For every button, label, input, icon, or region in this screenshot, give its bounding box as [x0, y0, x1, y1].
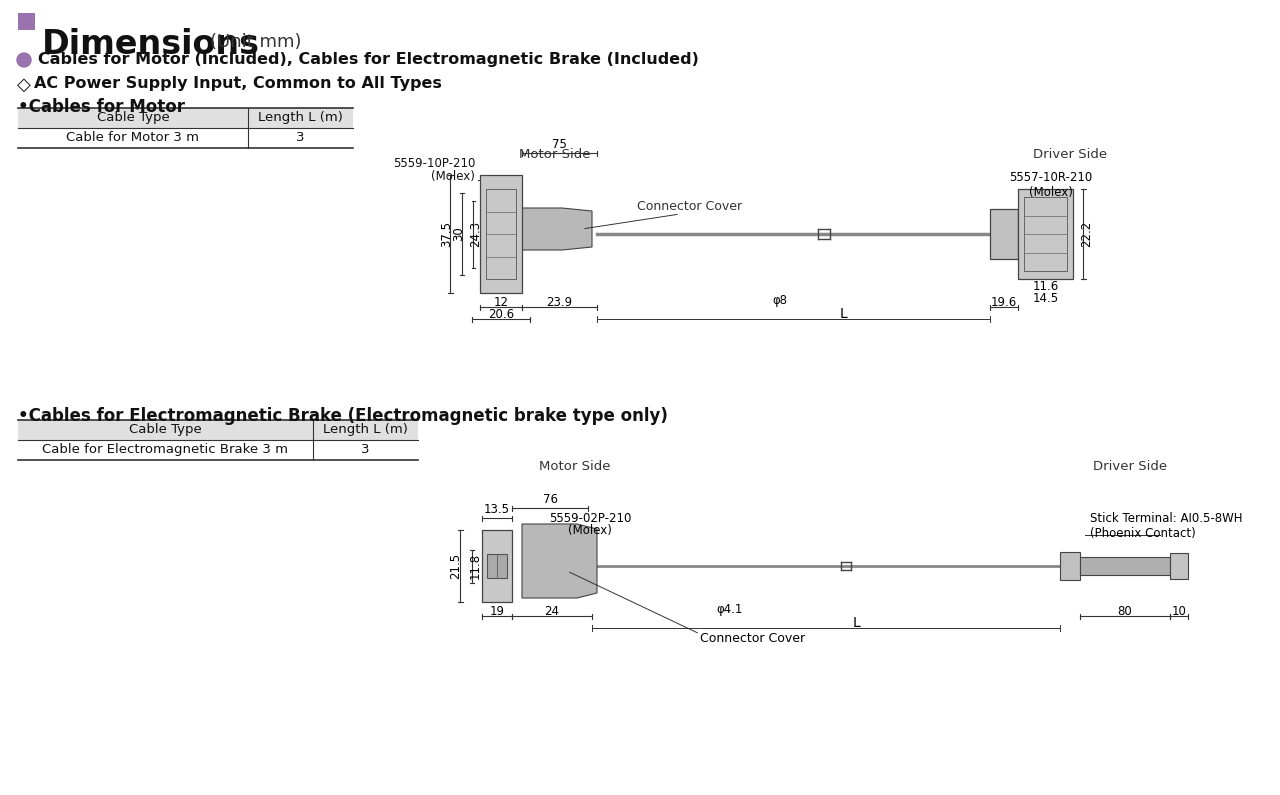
Text: 3: 3 [361, 443, 370, 456]
Text: Length L (m): Length L (m) [323, 423, 408, 436]
Bar [480, 175, 522, 293]
Text: 11.8: 11.8 [468, 553, 481, 579]
Text: ◇: ◇ [17, 76, 31, 94]
Circle shape [17, 53, 31, 67]
Text: Cable for Motor 3 m: Cable for Motor 3 m [67, 131, 200, 144]
Text: •Cables for Motor: •Cables for Motor [18, 98, 186, 116]
Text: Dimensions: Dimensions [42, 28, 260, 61]
Text: (Unit mm): (Unit mm) [210, 33, 302, 51]
Text: 21.5: 21.5 [449, 553, 462, 579]
Text: 23.9: 23.9 [547, 296, 572, 309]
Text: 11.6: 11.6 [1033, 280, 1059, 293]
Text: Cable Type: Cable Type [129, 423, 202, 436]
Text: 37.5: 37.5 [440, 221, 453, 247]
Text: Cable Type: Cable Type [96, 111, 169, 124]
Bar [1170, 553, 1188, 579]
Text: Driver Side: Driver Side [1033, 148, 1107, 161]
Bar [1060, 552, 1080, 580]
Text: (Molex): (Molex) [431, 170, 475, 183]
Text: 30: 30 [453, 227, 466, 242]
Text: Motor Side: Motor Side [520, 148, 591, 161]
Text: 3: 3 [296, 131, 305, 144]
Bar [18, 108, 353, 128]
Text: φ4.1: φ4.1 [717, 603, 744, 616]
Text: AC Power Supply Input, Common to All Types: AC Power Supply Input, Common to All Typ… [35, 76, 442, 91]
Bar [18, 13, 35, 30]
Text: Cable for Electromagnetic Brake 3 m: Cable for Electromagnetic Brake 3 m [42, 443, 288, 456]
Text: Connector Cover: Connector Cover [700, 632, 805, 645]
Text: 20.6: 20.6 [488, 308, 515, 321]
Text: 10: 10 [1171, 605, 1187, 618]
Bar [989, 209, 1018, 259]
Text: Length L (m): Length L (m) [259, 111, 343, 124]
Polygon shape [522, 524, 596, 598]
Text: 12: 12 [494, 296, 508, 309]
Polygon shape [512, 208, 591, 250]
Bar [1080, 557, 1170, 575]
Text: 24: 24 [544, 605, 559, 618]
Text: 19.6: 19.6 [991, 296, 1018, 309]
Bar [1024, 197, 1068, 271]
Text: Stick Terminal: AI0.5-8WH: Stick Terminal: AI0.5-8WH [1091, 512, 1243, 525]
Text: 14.5: 14.5 [1033, 292, 1059, 305]
Text: (Phoenix Contact): (Phoenix Contact) [1091, 527, 1196, 540]
Text: Driver Side: Driver Side [1093, 460, 1167, 473]
Text: L: L [852, 616, 860, 630]
Bar [483, 530, 512, 602]
Text: 5559-02P-210: 5559-02P-210 [549, 512, 631, 525]
Text: 5557-10R-210: 5557-10R-210 [1009, 171, 1092, 184]
Text: 19: 19 [489, 605, 504, 618]
Text: L: L [840, 307, 847, 321]
Text: 22.2: 22.2 [1080, 221, 1093, 247]
Text: 80: 80 [1117, 605, 1133, 618]
Text: 24.3: 24.3 [470, 221, 483, 247]
Text: Cables for Motor (Included), Cables for Electromagnetic Brake (Included): Cables for Motor (Included), Cables for … [38, 52, 699, 67]
Text: φ8: φ8 [773, 294, 787, 307]
Bar [486, 554, 507, 578]
Text: 76: 76 [543, 493, 558, 506]
Text: 13.5: 13.5 [484, 503, 509, 516]
Text: Motor Side: Motor Side [539, 460, 611, 473]
Text: (Molex): (Molex) [568, 524, 612, 537]
Bar [486, 189, 516, 279]
Text: •Cables for Electromagnetic Brake (Electromagnetic brake type only): •Cables for Electromagnetic Brake (Elect… [18, 407, 668, 425]
Bar [1018, 189, 1073, 279]
Text: 5559-10P-210: 5559-10P-210 [393, 157, 475, 170]
Text: (Molex): (Molex) [1029, 186, 1073, 199]
Bar [18, 420, 419, 440]
Text: 75: 75 [552, 138, 567, 151]
Text: Connector Cover: Connector Cover [637, 200, 742, 213]
